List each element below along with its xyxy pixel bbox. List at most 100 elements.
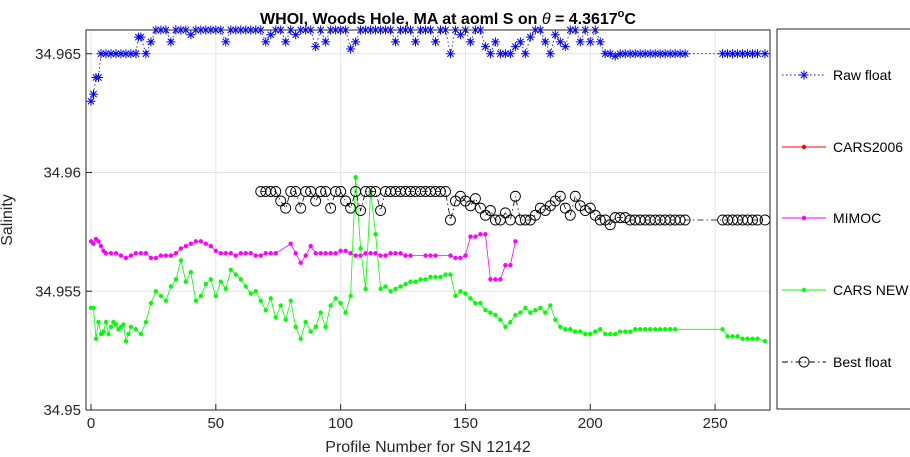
data-point	[625, 49, 635, 59]
data-point	[308, 243, 313, 249]
data-point	[243, 284, 248, 289]
data-point	[313, 251, 318, 256]
data-point	[469, 193, 481, 205]
data-point	[660, 49, 670, 59]
data-point	[111, 49, 121, 59]
legend-label: Best float	[833, 354, 891, 370]
data-point	[93, 336, 99, 341]
y-tick-label: 34.95	[43, 402, 81, 419]
data-point	[554, 190, 566, 202]
data-point	[168, 284, 174, 289]
data-point	[293, 251, 298, 256]
series-mimoc	[88, 232, 518, 282]
data-point	[483, 232, 488, 237]
data-point	[183, 279, 189, 284]
data-point	[478, 232, 483, 237]
data-point	[493, 312, 498, 318]
data-point	[593, 329, 598, 334]
data-point	[413, 279, 418, 284]
data-point	[595, 37, 605, 47]
data-point	[458, 255, 463, 261]
data-point	[665, 49, 675, 59]
data-point	[353, 175, 358, 180]
data-point	[295, 202, 307, 214]
data-point	[632, 327, 638, 332]
legend-box	[776, 28, 910, 410]
x-tick-label: 50	[207, 415, 224, 432]
data-point	[725, 334, 730, 339]
data-point	[118, 253, 124, 258]
legend-marker	[801, 287, 807, 293]
data-point	[218, 279, 224, 284]
axis-ticks	[86, 53, 716, 411]
data-point	[618, 329, 623, 334]
data-point	[258, 298, 263, 303]
data-point	[101, 329, 106, 334]
data-point	[735, 334, 740, 339]
data-point	[740, 336, 745, 341]
data-point	[448, 253, 453, 258]
data-point	[408, 279, 413, 284]
data-point	[358, 253, 363, 258]
data-point	[273, 251, 278, 256]
x-tick-label: 250	[703, 415, 728, 432]
data-point	[273, 315, 278, 320]
data-point	[343, 248, 348, 254]
data-point	[513, 312, 518, 318]
series-layer	[86, 25, 771, 344]
data-point	[86, 96, 96, 106]
data-point	[263, 308, 268, 313]
data-point	[730, 334, 735, 339]
legend-marker	[798, 356, 810, 368]
data-point	[303, 253, 308, 258]
data-point	[445, 214, 456, 226]
data-point	[131, 49, 141, 59]
data-point	[480, 42, 490, 52]
data-point	[509, 190, 521, 202]
data-point	[672, 327, 678, 332]
data-point	[473, 300, 478, 306]
data-point	[438, 274, 443, 280]
data-point	[463, 253, 468, 258]
data-point	[508, 319, 513, 325]
data-point	[484, 205, 496, 216]
data-point	[568, 327, 573, 332]
data-point	[383, 253, 388, 258]
x-tick-label: 0	[87, 415, 95, 432]
data-point	[614, 212, 626, 224]
data-point	[508, 262, 513, 268]
legend-entry: MIMOC	[782, 210, 881, 226]
data-point	[578, 329, 583, 334]
data-point	[203, 241, 209, 246]
data-point	[218, 251, 224, 256]
data-point	[408, 253, 413, 258]
data-point	[348, 293, 353, 299]
data-point	[138, 251, 144, 256]
data-point	[553, 317, 558, 322]
legend-entry: Raw float	[782, 67, 891, 83]
data-point	[503, 324, 508, 330]
data-point	[223, 286, 228, 292]
data-point	[153, 255, 159, 261]
data-point	[168, 253, 174, 258]
data-point	[620, 49, 630, 59]
data-point	[345, 202, 357, 214]
data-point	[473, 234, 478, 239]
data-point	[755, 336, 760, 341]
data-point	[133, 327, 139, 332]
data-point	[513, 239, 518, 244]
data-point	[283, 317, 288, 322]
data-point	[662, 327, 668, 332]
data-point	[338, 248, 343, 254]
data-point	[146, 37, 156, 47]
data-point	[208, 277, 214, 282]
data-point	[468, 296, 473, 301]
data-point	[485, 49, 495, 59]
series-cars-new	[88, 175, 768, 344]
data-point	[233, 272, 238, 277]
data-point	[630, 49, 640, 59]
legend-entry: CARS2006	[782, 139, 903, 155]
data-point	[148, 255, 154, 261]
data-point	[573, 329, 578, 334]
data-point	[490, 37, 500, 47]
